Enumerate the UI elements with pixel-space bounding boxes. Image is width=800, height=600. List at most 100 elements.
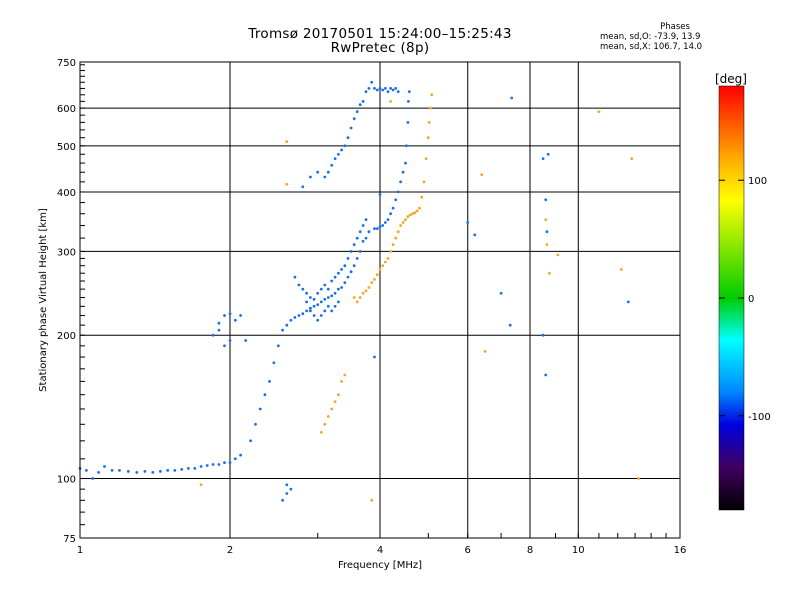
data-point-o [473,233,477,237]
data-point-o [396,90,400,93]
data-point-x [545,243,549,247]
data-point-o [217,463,221,466]
data-point-o [337,152,340,156]
data-point-x [422,180,426,184]
data-point-x [619,268,623,271]
data-point-o [309,175,312,179]
data-point-o [217,321,221,325]
data-point-o [281,498,284,502]
data-point-o [330,309,334,313]
data-point-o [375,227,379,231]
data-point-o [239,314,243,317]
data-point-o [381,88,385,92]
data-point-o [349,126,353,130]
data-point-o [375,88,379,92]
data-point-x [408,213,412,217]
data-point-o [228,312,232,316]
y-tick-label: 600 [57,104,76,115]
x-tick-label: 6 [465,545,471,556]
data-point-o [337,271,340,275]
data-point-o [355,236,359,240]
data-point-o [173,469,177,472]
data-point-x [415,209,419,213]
colorbar-label: [deg] [715,72,747,86]
data-point-o [249,439,253,443]
data-point-x [326,415,330,418]
data-point-o [499,291,503,295]
data-point-o [254,422,257,426]
data-point-o [337,300,340,304]
data-point-x [367,286,371,289]
data-point-o [118,469,121,472]
data-point-x [394,236,398,240]
data-point-o [370,80,374,84]
data-point-o [546,152,550,156]
data-point-o [358,250,362,253]
data-point-x [483,350,487,353]
data-point-o [85,469,88,472]
data-point-x [361,291,365,295]
data-point-o [358,230,362,234]
data-point-x [358,296,362,299]
x-axis-label: Frequency [MHz] [338,560,422,571]
data-point-x [427,121,431,124]
x-tick-label: 2 [227,545,233,556]
data-point-x [430,93,434,97]
data-point-o [510,96,514,100]
data-point-o [343,281,347,284]
data-point-o [285,483,289,487]
data-point-x [597,110,601,113]
data-point-o [316,170,320,174]
data-point-x [340,380,343,383]
y-axis-ticks: 75 100 200 300 400 500 600 750 [57,58,85,545]
data-point-o [223,461,226,464]
data-point-x [389,100,392,103]
data-point-x [389,250,392,253]
y-axis-label: Stationary phase Virtual Height [km] [38,208,49,392]
data-point-o [391,206,395,210]
data-point-o [316,291,320,295]
data-point-o [378,193,382,196]
y-tick-label: 75 [63,534,76,545]
data-point-o [309,309,312,313]
data-point-o [289,487,293,491]
data-point-o [180,468,184,471]
data-point-x [330,407,334,411]
data-point-o [364,90,368,93]
data-point-x [406,215,410,219]
data-point-o [110,469,114,472]
data-point-o [316,318,320,322]
data-point-o [373,355,376,359]
data-point-x [424,157,428,161]
data-point-o [293,275,297,279]
data-point-x [413,211,417,215]
data-point-o [340,148,343,152]
data-point-x [386,257,390,260]
colorbar-tick-label: 0 [748,294,754,305]
data-point-o [205,464,209,467]
data-point-o [305,291,308,295]
data-point-o [199,465,203,468]
data-point-x [420,195,424,199]
data-point-o [312,314,316,317]
chart-subtitle: RwPretec (8p) [330,40,430,56]
data-point-o [406,121,410,124]
data-point-o [233,318,237,322]
data-point-o [281,328,284,332]
y-tick-label: 500 [57,142,76,153]
data-point-o [268,380,271,383]
data-point-o [373,227,376,231]
y-tick-label: 300 [57,247,76,258]
data-point-x [370,281,374,284]
data-point-x [418,206,421,210]
data-point-o [333,304,337,308]
data-point-o [126,470,130,473]
data-point-o [305,309,308,313]
data-point-o [396,190,400,194]
data-point-o [319,314,323,317]
chart-title: Tromsø 20170501 15:24:00–15:25:43 [248,26,512,42]
data-point-x [285,140,289,144]
data-point-o [361,100,365,103]
y-tick-label: 400 [57,188,76,199]
colorbar-tick-label: -100 [748,412,771,423]
